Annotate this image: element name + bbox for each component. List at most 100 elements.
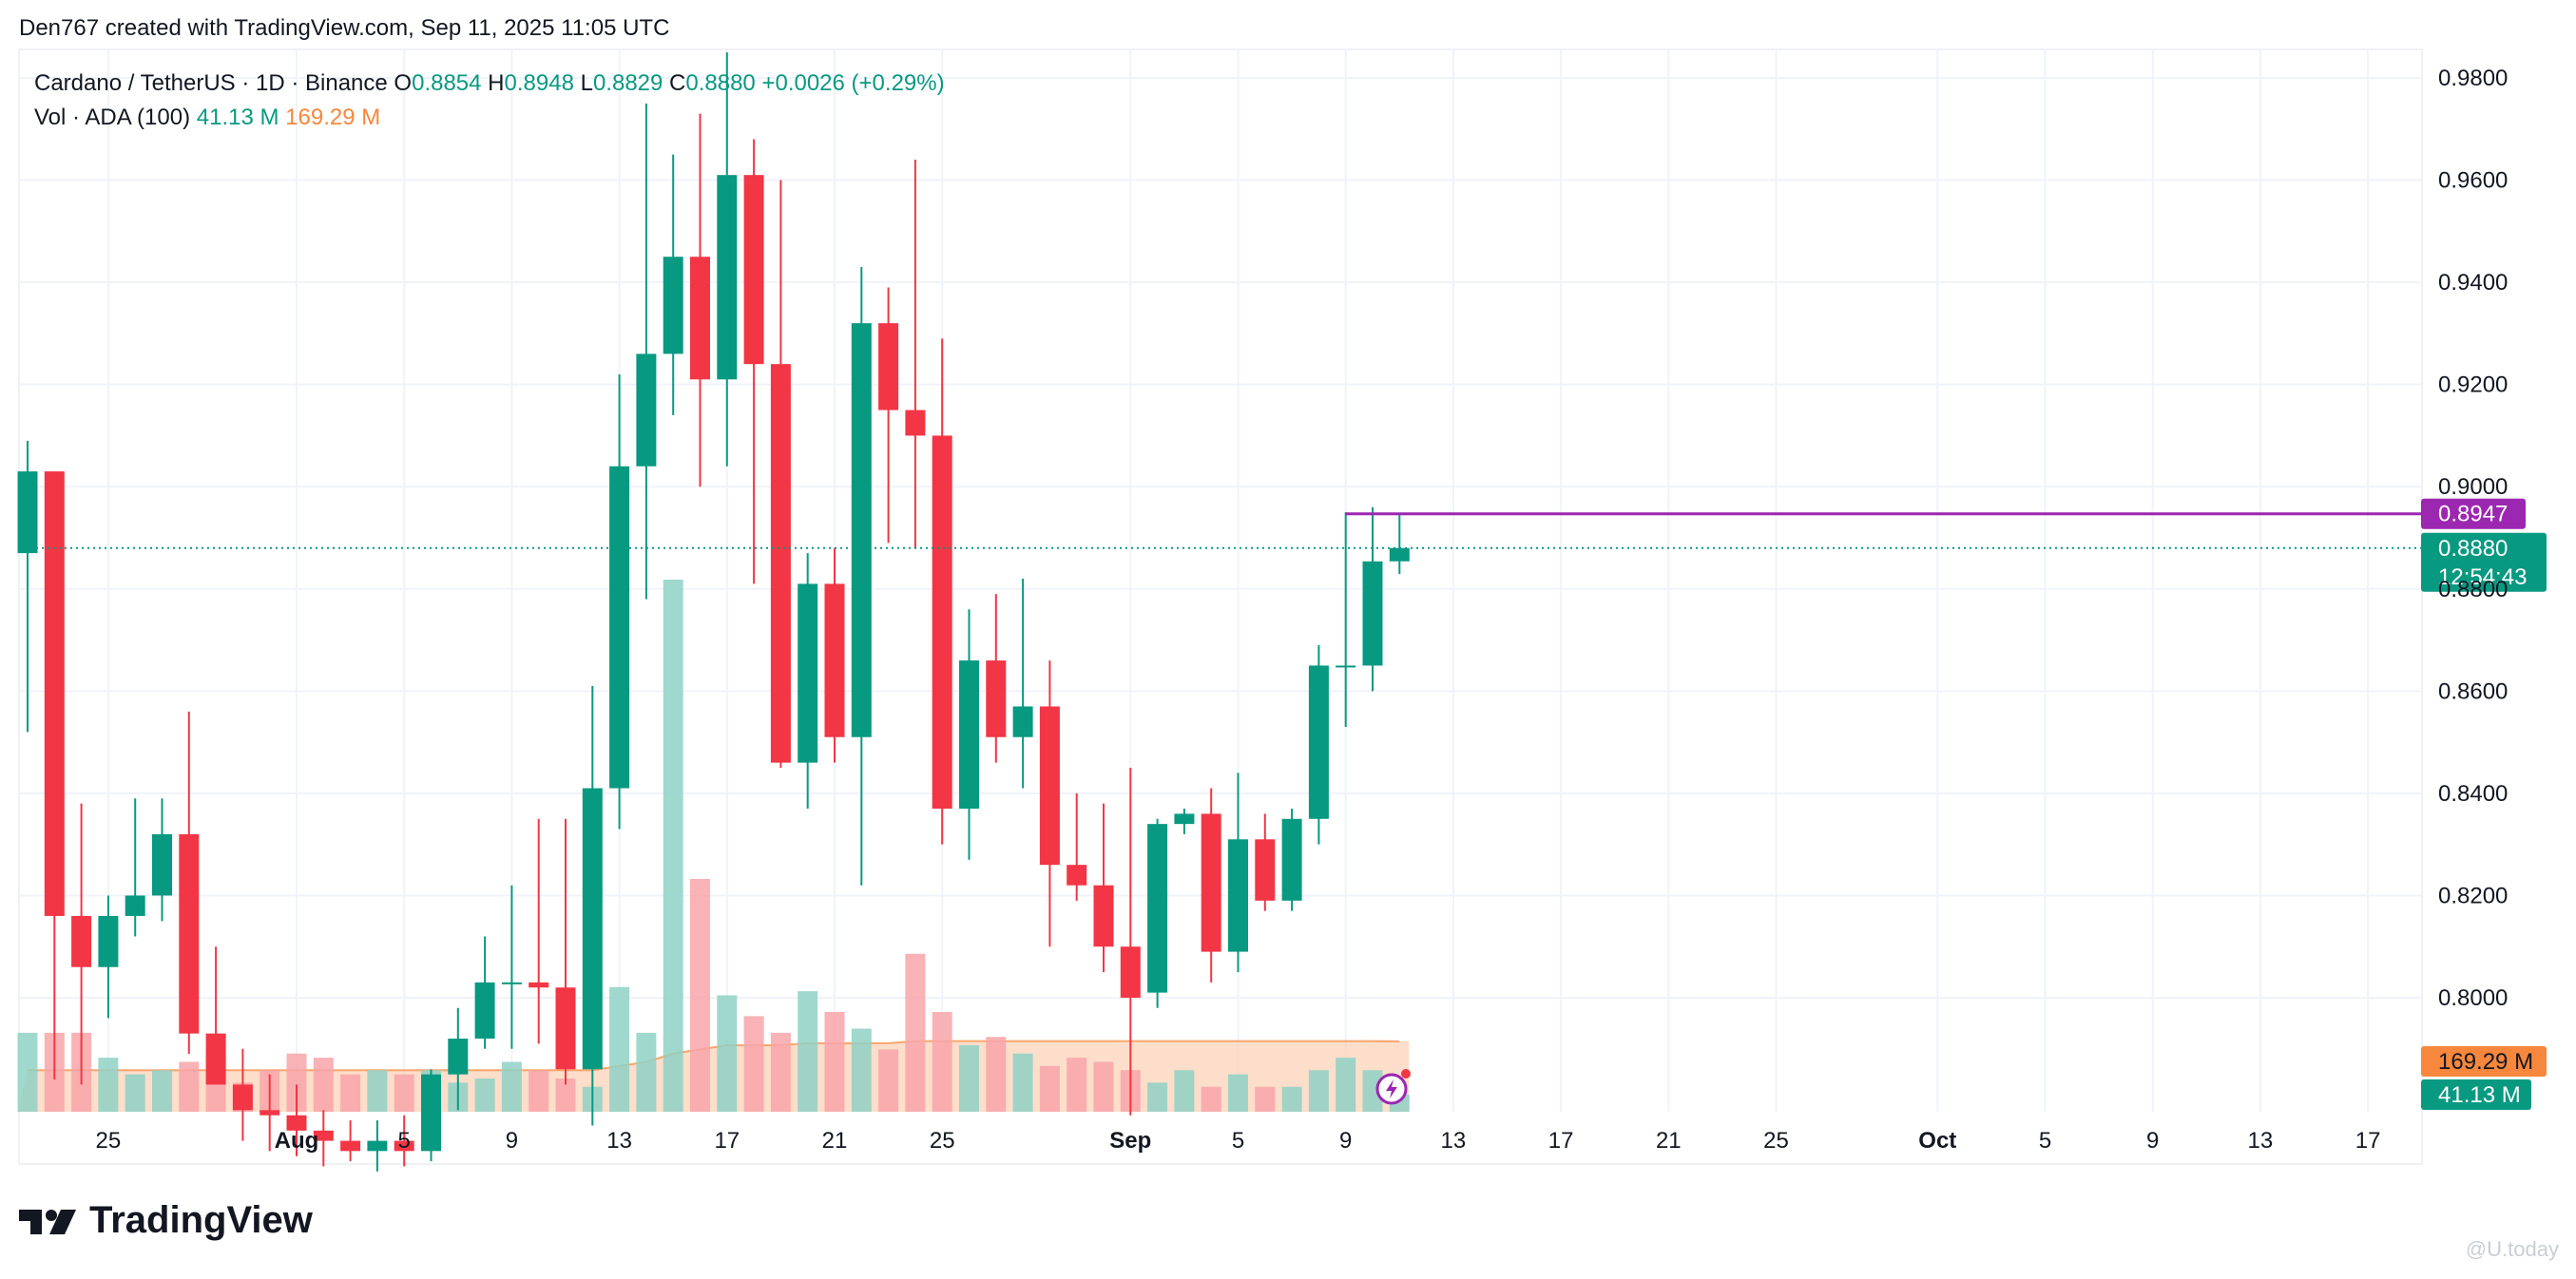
candle-body [1039,706,1060,866]
candle [798,553,818,810]
candle-body [986,660,1007,737]
date-tick-label: 13 [606,1128,632,1154]
volume-bar [1039,1065,1060,1112]
volume-bar [1362,1070,1383,1112]
volume-badge-label: 41.13 M [2438,1082,2521,1108]
volume-bar [1201,1086,1221,1112]
candle [932,338,952,845]
volume-pane [17,580,1410,1112]
candle [905,160,926,548]
candle-body [205,1033,226,1085]
candle-body [878,323,899,410]
date-tick-label: 13 [2248,1128,2274,1154]
candle [286,1084,307,1156]
close-label: C [669,70,686,96]
volume-bar [717,995,738,1112]
candle-body [98,915,119,967]
candle-body [1093,885,1114,947]
date-tick-label: Oct [1918,1128,1956,1154]
candle [824,547,845,763]
last-price-label: 0.8880 [2438,536,2508,562]
volume-bar [663,580,683,1112]
live-indicator-icon[interactable] [1375,1068,1413,1106]
candle [582,685,603,1126]
candle-body [1228,839,1248,952]
candle-body [1174,813,1195,825]
candle-body [824,583,845,737]
candle-body [1281,818,1302,901]
candle-body [260,1110,280,1116]
volume-bar [17,1032,38,1112]
candle [44,471,65,1080]
date-tick-label: 9 [1339,1128,1352,1154]
price-tick-label: 0.9600 [2438,168,2508,194]
volume-bar [286,1053,307,1112]
volume-bar [1336,1058,1356,1112]
volume-ma-badge [2421,1046,2547,1077]
candle-body [1389,547,1410,562]
candle-body [17,471,38,554]
candle [179,711,200,1055]
volume-bar [529,1070,549,1112]
candle-body [1255,839,1276,901]
axes: 0.9800 0.9600 0.9400 0.9200 0.9000 0.8800 0.86… [96,66,2509,1154]
candle [878,287,899,544]
volume-bar [474,1079,495,1112]
low-value: 0.8829 [592,70,663,96]
volume-bar [501,1061,522,1112]
volume-label[interactable]: Vol · ADA (100) [34,105,191,130]
price-tick-label: 0.8000 [2438,985,2508,1011]
open-label: O [394,70,413,96]
chart-frame [18,48,2423,1165]
candle-body [501,982,522,984]
candle [1174,809,1195,834]
price-tick-label: 0.8800 [2438,577,2508,602]
candle-body [1308,665,1329,819]
volume-bar [986,1037,1007,1112]
date-tick-label: 21 [822,1128,848,1154]
date-tick-label: Sep [1109,1128,1151,1154]
chart-credit: Den767 created with TradingView.com, Sep… [19,15,670,41]
price-tick-label: 0.9400 [2438,270,2508,296]
volume-bar [851,1028,872,1112]
source-watermark: @U.today [2465,1237,2559,1261]
candle-body [1120,946,1141,998]
candle [609,373,630,830]
candle [260,1074,280,1152]
level-line-label: 0.8947 [2438,502,2508,527]
volume-bar [555,1079,576,1112]
candle [448,1007,469,1111]
candles [17,52,1410,1172]
candle [367,1120,388,1172]
candle [421,1069,441,1162]
candle-body [421,1074,441,1152]
candle [1012,579,1033,789]
candle [959,609,979,860]
volume-ma-area [18,1040,1410,1112]
brand-name: TradingView [89,1199,313,1241]
date-tick-label: 17 [2355,1128,2381,1154]
candle [717,52,738,467]
volume-bar [1093,1061,1114,1112]
volume-bar [743,1016,764,1112]
candle [1281,809,1302,911]
candle-body [71,915,92,967]
candle [663,154,683,415]
symbol-title[interactable]: Cardano / TetherUS · 1D · Binance [34,70,388,96]
candle [501,885,522,1049]
candle-body [851,323,872,737]
candle [1255,813,1276,911]
candle [636,103,657,600]
volume-bar [690,879,710,1112]
volume-bar [824,1012,845,1112]
tradingview-logo[interactable]: TradingView [19,1199,313,1242]
date-tick-label: 13 [1441,1128,1467,1154]
candle-body [1362,561,1383,666]
volume-bar [1174,1070,1195,1112]
candle-body [770,364,791,763]
close-value: 0.8880 [685,70,756,96]
date-tick-label: 25 [96,1128,122,1154]
volume-bar [1228,1074,1248,1112]
candle-body [313,1130,334,1141]
